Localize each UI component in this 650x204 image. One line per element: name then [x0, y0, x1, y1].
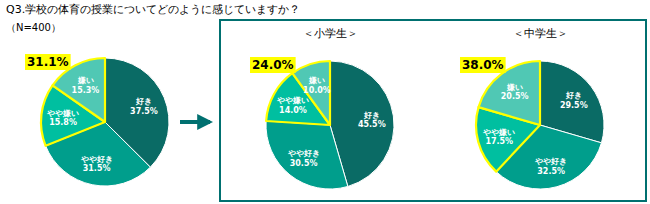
annotation-text: 24.0% [252, 58, 294, 72]
pie-title: ＜中学生＞ [513, 27, 568, 40]
pie-slice [266, 121, 348, 189]
data-label-category: やや好き [287, 149, 320, 158]
data-label-value: 29.5% [560, 101, 588, 110]
slices [266, 61, 394, 189]
subtitle: （N=400） [6, 22, 61, 33]
data-label: 嫌い20.5% [501, 83, 529, 102]
data-labels: 好き45.5%やや好き30.5%やや嫌い14.0%嫌い10.0% [276, 76, 386, 168]
data-label: 嫌い15.3% [72, 76, 100, 95]
title: Q3.学校の体育の授業についてどのように感じていますか？ [6, 3, 300, 16]
data-label-category: やや好き [534, 157, 567, 166]
data-label: やや好き32.5% [534, 157, 567, 176]
pie-chart: 好き37.5% やや好き31.5% やや嫌い15.8% 嫌い15.3% [41, 58, 169, 186]
data-labels: 好き37.5% やや好き31.5% やや嫌い15.8% 嫌い15.3% [46, 76, 158, 173]
data-label: やや好き31.5% [80, 155, 113, 174]
data-label-category: 好き [565, 91, 582, 100]
pie-chart: 好き29.5% やや好き32.5% やや嫌い17.5% 嫌い20.5% [476, 61, 604, 189]
data-label: やや嫌い15.8% [46, 109, 79, 128]
data-label-value: 15.3% [72, 86, 100, 95]
slices [476, 61, 604, 189]
data-label: やや好き30.5% [287, 149, 320, 168]
data-label: 好き37.5% [130, 97, 158, 116]
group-frame [220, 20, 646, 201]
data-label-category: やや嫌い [276, 96, 309, 105]
chart: 好き37.5%やや好き31.5%やや嫌い15.8%嫌い15.3%31.1%Q3.… [0, 0, 650, 204]
data-label: やや嫌い14.0% [276, 96, 309, 115]
arrow [180, 120, 210, 124]
data-label: 好き45.5% [358, 111, 386, 130]
data-label-category: 嫌い [76, 76, 93, 85]
annotation-text: 31.1% [27, 55, 69, 69]
data-label-category: やや嫌い [482, 128, 515, 137]
data-label-value: 45.5% [358, 120, 386, 129]
data-label-value: 17.5% [485, 137, 513, 146]
pie-title: ＜小学生＞ [303, 27, 358, 40]
pie-chart: 好き45.5%やや好き30.5%やや嫌い14.0%嫌い10.0% [266, 61, 394, 189]
data-label-value: 20.5% [501, 92, 529, 101]
annotation: 24.0% [250, 57, 296, 73]
annotation: 38.0% [460, 57, 506, 73]
data-label-category: 好き [135, 97, 152, 106]
data-label-value: 30.5% [290, 159, 318, 168]
data-label-category: やや嫌い [46, 109, 79, 118]
slices [41, 58, 169, 186]
annotation-text: 38.0% [462, 58, 504, 72]
data-label-value: 14.0% [279, 106, 307, 115]
data-label-category: 好き [363, 111, 380, 120]
data-label-value: 37.5% [130, 107, 158, 116]
data-label-value: 10.0% [303, 86, 331, 95]
data-label: やや嫌い17.5% [482, 128, 515, 147]
annotation-box [460, 57, 506, 73]
pie-slice [292, 61, 330, 125]
data-label: 嫌い10.0% [303, 76, 331, 95]
data-label-category: やや好き [80, 155, 113, 164]
data-label-value: 31.5% [83, 164, 111, 173]
data-labels: 好き29.5% やや好き32.5% やや嫌い17.5% 嫌い20.5% [482, 83, 587, 176]
annotation: 31.1% [25, 54, 71, 70]
annotation-box [250, 57, 296, 73]
annotation-box [25, 54, 71, 70]
data-label: 好き29.5% [560, 91, 588, 110]
data-label-value: 15.8% [49, 118, 77, 127]
data-label-value: 32.5% [537, 167, 565, 176]
data-label-category: 嫌い [308, 76, 325, 85]
data-label-category: 嫌い [506, 83, 523, 92]
